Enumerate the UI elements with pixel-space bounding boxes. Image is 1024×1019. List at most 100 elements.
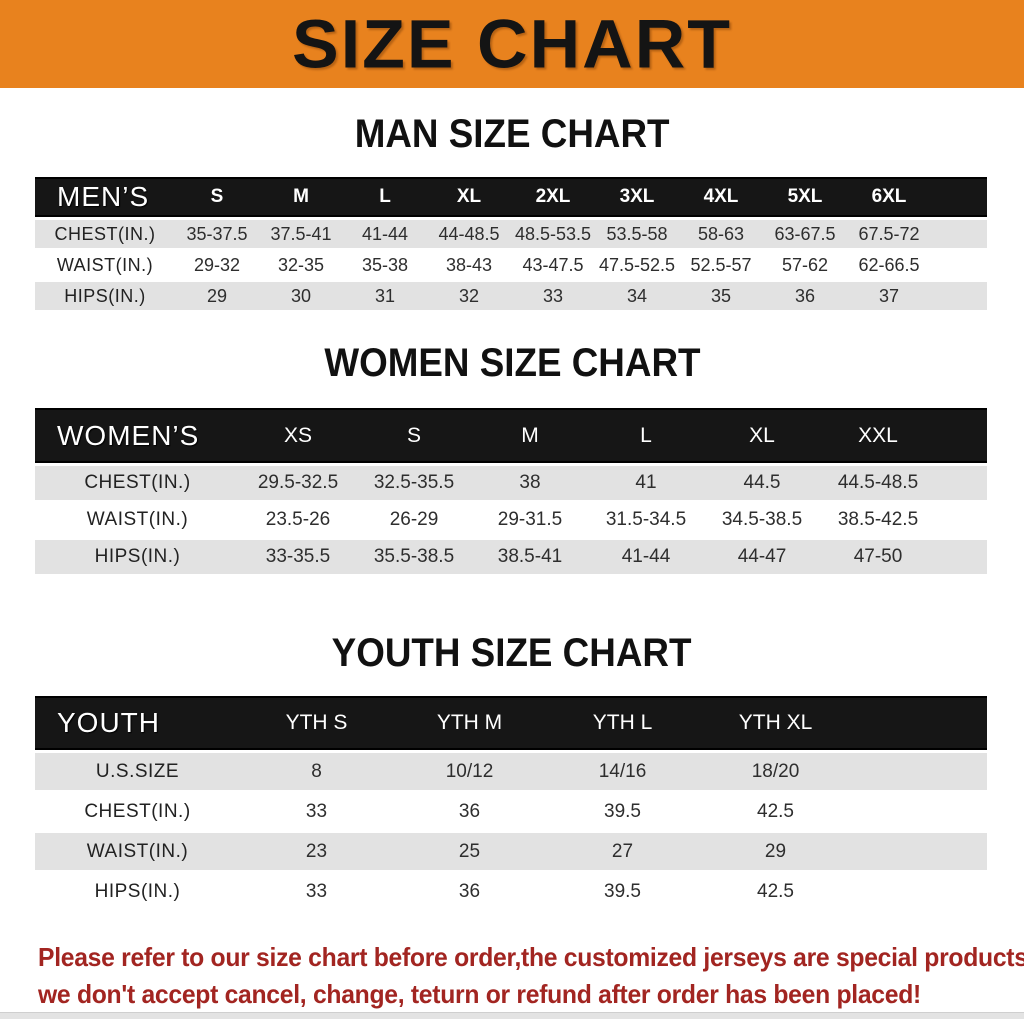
size-column-header: YTH XL bbox=[699, 696, 852, 750]
size-column-header: XS bbox=[240, 408, 356, 463]
table-row: WAIST(IN.) 23.5-26 26-29 29-31.5 31.5-34.5 34… bbox=[35, 503, 987, 537]
size-column-header: 6XL bbox=[847, 177, 931, 217]
table-corner-label: WOMEN’S bbox=[35, 408, 240, 463]
size-value-cell: 36 bbox=[458, 880, 481, 902]
size-value-cell: 43-47.5 bbox=[522, 254, 584, 275]
size-value-cell: 38-43 bbox=[445, 254, 493, 275]
size-value-cell: 57-62 bbox=[781, 254, 829, 275]
size-value-cell: 35 bbox=[710, 285, 732, 306]
size-value-cell: 32.5-35.5 bbox=[373, 472, 455, 493]
women-size-table: WOMEN’S XS S M L XL XXL CHEST(IN.) 29.5-32.5 32.5… bbox=[35, 405, 987, 577]
women-section-heading: WOMEN SIZE CHART bbox=[0, 341, 1024, 385]
disclaimer-line-1: Please refer to our size chart before or… bbox=[38, 942, 1024, 972]
size-value-cell: 29-31.5 bbox=[497, 509, 563, 530]
row-label: HIPS(IN.) bbox=[94, 546, 181, 567]
table-row: HIPS(IN.) 33 36 39.5 42.5 bbox=[35, 873, 987, 910]
size-value-cell: 35.5-38.5 bbox=[373, 546, 455, 567]
size-column-header: YTH L bbox=[546, 696, 699, 750]
size-value-cell: 27 bbox=[611, 840, 634, 862]
size-value-cell: 14/16 bbox=[598, 760, 647, 782]
size-value-cell: 29 bbox=[206, 285, 228, 306]
size-value-cell: 29 bbox=[764, 840, 787, 862]
size-value-cell: 41-44 bbox=[621, 546, 671, 567]
table-row: CHEST(IN.) 35-37.5 37.5-41 41-44 44-48.5 48.5… bbox=[35, 220, 987, 248]
size-value-cell: 36 bbox=[458, 800, 481, 822]
women-heading-text: WOMEN SIZE CHART bbox=[323, 341, 701, 385]
row-label: HIPS(IN.) bbox=[64, 285, 146, 306]
size-value-cell: 48.5-53.5 bbox=[514, 223, 592, 244]
size-value-cell: 39.5 bbox=[604, 880, 641, 902]
size-column-header: L bbox=[588, 408, 704, 463]
table-header-band: YOUTH YTH S YTH M YTH L YTH XL bbox=[35, 696, 987, 750]
size-value-cell: 8 bbox=[311, 760, 322, 782]
size-value-cell: 34 bbox=[626, 285, 648, 306]
size-value-cell: 32-35 bbox=[277, 254, 325, 275]
size-column-header: 3XL bbox=[595, 177, 679, 217]
size-value-cell: 39.5 bbox=[604, 800, 641, 822]
table-row: U.S.SIZE 8 10/12 14/16 18/20 bbox=[35, 753, 987, 790]
size-value-cell: 52.5-57 bbox=[690, 254, 752, 275]
table-corner-label: YOUTH bbox=[35, 696, 240, 750]
size-value-cell: 38 bbox=[519, 472, 541, 493]
table-row: HIPS(IN.) 29 30 31 32 33 34 35 36 37 bbox=[35, 282, 987, 310]
table-header-band: MEN’S S M L XL 2XL 3XL 4XL 5XL 6XL bbox=[35, 177, 987, 217]
size-value-cell: 63-67.5 bbox=[774, 223, 836, 244]
size-value-cell: 44.5 bbox=[743, 472, 781, 493]
size-value-cell: 58-63 bbox=[697, 223, 745, 244]
men-size-table: MEN’S S M L XL 2XL 3XL 4XL 5XL 6XL CHEST(IN.) 35-37… bbox=[35, 174, 987, 313]
row-label: HIPS(IN.) bbox=[94, 880, 181, 902]
size-column-header: YTH S bbox=[240, 696, 393, 750]
size-value-cell: 31 bbox=[374, 285, 396, 306]
size-column-header: YTH M bbox=[393, 696, 546, 750]
size-value-cell: 29.5-32.5 bbox=[257, 472, 339, 493]
size-value-cell: 41 bbox=[635, 472, 657, 493]
size-value-cell: 18/20 bbox=[751, 760, 800, 782]
size-value-cell: 42.5 bbox=[757, 800, 794, 822]
size-value-cell: 38.5-42.5 bbox=[837, 509, 919, 530]
size-value-cell: 44-47 bbox=[737, 546, 787, 567]
size-column-header: XXL bbox=[820, 408, 936, 463]
size-value-cell: 23.5-26 bbox=[265, 509, 331, 530]
size-value-cell: 25 bbox=[458, 840, 481, 862]
table-header-band: WOMEN’S XS S M L XL XXL bbox=[35, 408, 987, 463]
size-value-cell: 33 bbox=[542, 285, 564, 306]
row-filler bbox=[931, 220, 987, 248]
size-column-header: 5XL bbox=[763, 177, 847, 217]
size-value-cell: 33 bbox=[305, 880, 328, 902]
size-value-cell: 26-29 bbox=[389, 509, 439, 530]
band-filler bbox=[936, 408, 987, 463]
size-value-cell: 31.5-34.5 bbox=[605, 509, 687, 530]
size-column-header: 4XL bbox=[679, 177, 763, 217]
size-value-cell: 47.5-52.5 bbox=[598, 254, 676, 275]
row-label: CHEST(IN.) bbox=[54, 223, 156, 244]
youth-size-table: YOUTH YTH S YTH M YTH L YTH XL U.S.SIZE 8 10/12… bbox=[35, 693, 987, 913]
row-filler bbox=[936, 503, 987, 537]
row-filler bbox=[852, 873, 987, 910]
row-filler bbox=[852, 793, 987, 830]
size-value-cell: 10/12 bbox=[445, 760, 494, 782]
size-value-cell: 29-32 bbox=[193, 254, 241, 275]
size-column-header: L bbox=[343, 177, 427, 217]
table-row: WAIST(IN.) 29-32 32-35 35-38 38-43 43-47.5 47.… bbox=[35, 251, 987, 279]
size-value-cell: 44.5-48.5 bbox=[837, 472, 919, 493]
size-value-cell: 37.5-41 bbox=[270, 223, 332, 244]
size-column-header: S bbox=[175, 177, 259, 217]
size-value-cell: 42.5 bbox=[757, 880, 794, 902]
row-label: CHEST(IN.) bbox=[84, 800, 191, 822]
size-value-cell: 34.5-38.5 bbox=[721, 509, 803, 530]
size-value-cell: 47-50 bbox=[853, 546, 903, 567]
table-row: WAIST(IN.) 23 25 27 29 bbox=[35, 833, 987, 870]
size-value-cell: 32 bbox=[458, 285, 480, 306]
disclaimer-note: Please refer to our size chart before or… bbox=[38, 939, 1024, 1013]
youth-heading-text: YOUTH SIZE CHART bbox=[332, 631, 692, 675]
men-section-heading: MAN SIZE CHART bbox=[0, 112, 1024, 156]
row-filler bbox=[852, 753, 987, 790]
table-row: HIPS(IN.) 33-35.5 35.5-38.5 38.5-41 41-44 44-… bbox=[35, 540, 987, 574]
table-row: CHEST(IN.) 33 36 39.5 42.5 bbox=[35, 793, 987, 830]
band-filler bbox=[852, 696, 987, 750]
size-value-cell: 53.5-58 bbox=[606, 223, 668, 244]
size-column-header: XL bbox=[427, 177, 511, 217]
row-filler bbox=[931, 282, 987, 310]
size-value-cell: 44-48.5 bbox=[438, 223, 500, 244]
row-label: WAIST(IN.) bbox=[86, 840, 189, 862]
